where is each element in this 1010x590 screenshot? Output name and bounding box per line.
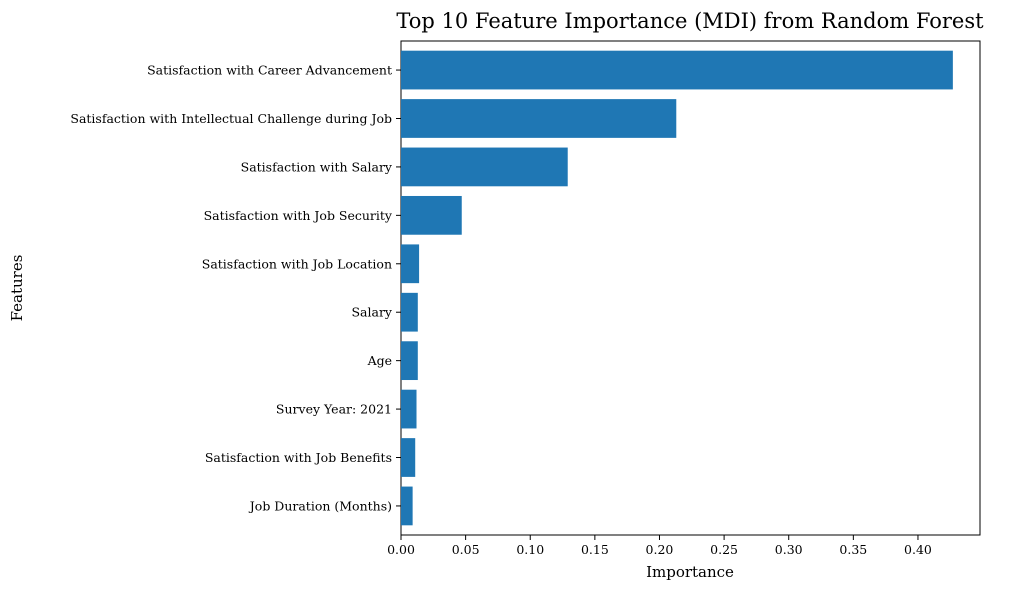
bar-2 [401, 99, 677, 138]
x-tick-label: 0.00 [387, 542, 415, 557]
x-ticks: 0.00 0.05 0.10 0.15 0.20 0.25 0.30 0.35 0.40 [387, 535, 932, 557]
bar-1 [401, 50, 953, 90]
bar-8 [401, 389, 417, 429]
bars-group [401, 50, 953, 526]
x-tick-label: 0.30 [775, 542, 803, 557]
x-tick-label: 0.10 [516, 542, 544, 557]
y-tick-label: Age [367, 353, 392, 368]
y-tick-label: Satisfaction with Salary [241, 159, 393, 174]
bar-6 [401, 292, 418, 332]
x-tick-label: 0.05 [452, 542, 480, 557]
x-tick-label: 0.15 [581, 542, 609, 557]
y-tick-label: Satisfaction with Job Location [202, 256, 392, 271]
plot-area-frame [400, 40, 981, 536]
chart-title: Top 10 Feature Importance (MDI) from Ran… [396, 9, 984, 33]
y-tick-label: Satisfaction with Career Advancement [147, 63, 392, 78]
x-tick-label: 0.20 [646, 542, 674, 557]
x-tick-label: 0.40 [904, 542, 932, 557]
x-tick-label: 0.25 [710, 542, 738, 557]
bar-9 [401, 438, 416, 477]
x-tick-label: 0.35 [839, 542, 867, 557]
y-tick-labels: Satisfaction with Career Advancement Sati… [70, 63, 401, 513]
bar-3 [401, 147, 568, 187]
bar-4 [401, 195, 462, 235]
y-axis-label: Features [8, 255, 26, 322]
y-tick-label: Job Duration (Months) [248, 498, 392, 513]
bar-5 [401, 244, 420, 284]
y-tick-label: Satisfaction with Job Security [204, 208, 393, 223]
y-tick-label: Survey Year: 2021 [276, 402, 392, 417]
y-tick-label: Satisfaction with Job Benefits [205, 450, 392, 465]
y-tick-label: Satisfaction with Intellectual Challenge… [70, 111, 392, 126]
bar-10 [401, 486, 413, 526]
y-tick-label: Salary [351, 305, 392, 320]
x-axis-label: Importance [646, 563, 734, 581]
bar-7 [401, 341, 418, 381]
